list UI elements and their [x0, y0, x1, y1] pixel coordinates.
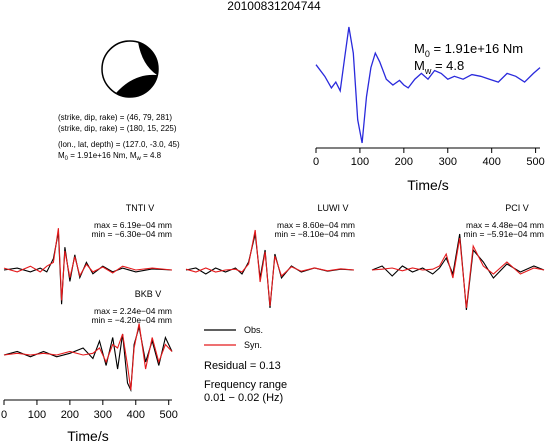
synthetic-waveform: [371, 237, 545, 309]
stf-tick-label: 400: [483, 156, 501, 168]
stf-tick-label: 500: [526, 156, 544, 168]
station-min-label: min = −8.10e−04 mm: [274, 229, 355, 239]
stf-x-axis-label: Time/s: [407, 177, 448, 193]
bottom-tick-label: 0: [1, 409, 7, 421]
stf-tick-label: 100: [351, 156, 369, 168]
bottom-time-axis: 0 100 200 300 400 500 Time/s: [1, 399, 178, 444]
stf-mw-label: Mw = 4.8: [414, 58, 464, 76]
observed-waveform: [371, 233, 545, 311]
mechanism-line-2: (strike, dip, rake) = (180, 15, 225): [58, 124, 177, 133]
bottom-x-ticks: 0 100 200 300 400 500: [1, 400, 178, 421]
synthetic-waveform: [3, 323, 173, 391]
beachball-compression-quadrant-lower: [116, 74, 157, 97]
stf-waveform-line: [315, 26, 541, 144]
bottom-tick-label: 500: [160, 409, 178, 421]
legend-syn-label: Syn.: [244, 340, 262, 350]
mechanism-info: (strike, dip, rake) = (46, 79, 281) (str…: [58, 113, 180, 162]
station-min-label: min = −6.30e−04 mm: [91, 229, 172, 239]
bottom-tick-label: 100: [28, 409, 46, 421]
bottom-tick-label: 200: [61, 409, 79, 421]
stf-tick-label: 200: [395, 156, 413, 168]
stf-m0-label: M0 = 1.91e+16 Nm: [414, 41, 523, 59]
mechanism-moment-line: M0 = 1.91e+16 Nm, Mw = 4.8: [58, 151, 162, 162]
bottom-tick-label: 400: [127, 409, 145, 421]
station-min-label: min = −4.20e−04 mm: [91, 315, 172, 325]
frequency-range-value: 0.01 − 0.02 (Hz): [204, 392, 283, 404]
station-max-label: max = 6.19e−04 mm: [94, 220, 172, 230]
observed-waveform: [3, 326, 173, 393]
figure-title: 20100831204744: [227, 0, 321, 13]
bottom-tick-label: 300: [94, 409, 112, 421]
stf-tick-label: 300: [439, 156, 457, 168]
station-max-label: max = 4.48e−04 mm: [466, 220, 544, 230]
frequency-range-label: Frequency range: [204, 379, 287, 391]
station-title: TNTI V: [126, 203, 155, 213]
residual-text: Residual = 0.13: [204, 360, 281, 372]
legend: Obs. Syn.: [204, 325, 263, 350]
station-max-label: max = 2.24e−04 mm: [94, 306, 172, 316]
station-title: BKB V: [135, 289, 162, 299]
stf-panel: M0 = 1.91e+16 Nm Mw = 4.8 0 100 200 300 400 5…: [313, 26, 545, 193]
station-max-label: max = 8.60e−04 mm: [277, 220, 355, 230]
station-title: PCI V: [505, 203, 529, 213]
stf-x-ticks: 0 100 200 300 400 500: [313, 148, 545, 168]
beachball: [101, 40, 159, 98]
bottom-x-axis-label: Time/s: [67, 428, 108, 444]
synthetic-waveform: [3, 228, 173, 301]
station-min-label: min = −5.91e−04 mm: [463, 229, 544, 239]
beachball-compression-quadrant-upper: [138, 42, 158, 75]
mechanism-line-1: (strike, dip, rake) = (46, 79, 281): [58, 113, 172, 122]
mechanism-line-3: (lon., lat, depth) = (127.0, -3.0, 45): [58, 140, 180, 149]
station-title: LUWI V: [317, 203, 348, 213]
synthetic-waveform: [185, 229, 355, 307]
legend-obs-label: Obs.: [244, 325, 263, 335]
stf-tick-label: 0: [313, 156, 319, 168]
